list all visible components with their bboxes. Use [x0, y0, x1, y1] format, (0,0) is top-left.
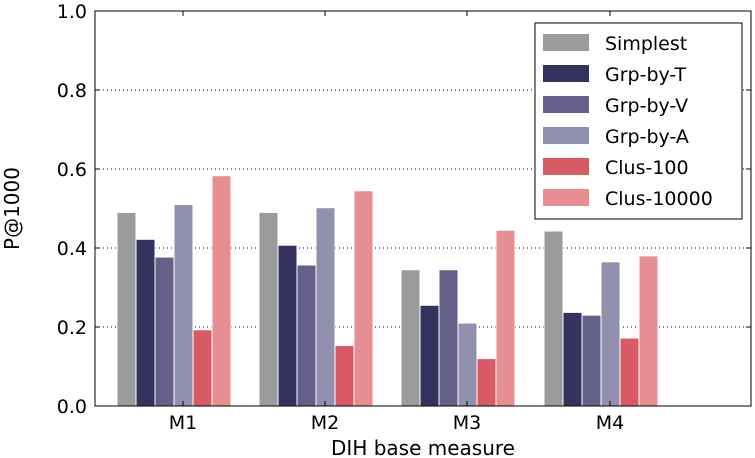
y-tick-label: 0.2	[57, 317, 87, 339]
legend-swatch	[543, 65, 589, 82]
legend-label: Clus-100	[605, 157, 689, 179]
bar-clus-10000-m2	[353, 190, 374, 407]
x-tick-label: M2	[311, 412, 339, 434]
legend-label: Grp-by-V	[605, 95, 688, 117]
plot-frame	[94, 10, 752, 407]
legend-swatch	[543, 189, 589, 206]
legend-box	[534, 22, 743, 220]
bar-grp-by-v-m4	[581, 314, 602, 407]
bar-grp-by-t-m2	[277, 244, 298, 407]
bar-grp-by-a-m4	[600, 261, 621, 407]
bar-clus-100-m4	[619, 337, 640, 407]
bar-clus-10000-m4	[638, 255, 659, 407]
bar-grp-by-t-m1	[135, 238, 156, 407]
y-tick-label: 0.4	[57, 238, 87, 260]
x-tick-label: M4	[596, 412, 624, 434]
bar-clus-100-m3	[476, 358, 497, 407]
legend-swatch	[543, 96, 589, 113]
bar-grp-by-a-m3	[457, 322, 478, 407]
x-tick-label: M3	[453, 412, 481, 434]
bar-clus-10000-m3	[495, 229, 516, 407]
bar-clus-100-m2	[334, 345, 355, 407]
bar-grp-by-v-m1	[154, 256, 175, 407]
legend-swatch	[543, 158, 589, 175]
bar-simplest-m2	[258, 211, 279, 407]
bar-grp-by-t-m4	[562, 311, 583, 407]
legend: Simplest Grp-by-T Grp-by-V Grp-by-A Clus-100…	[534, 22, 743, 220]
y-axis-label: P@1000	[0, 167, 24, 250]
bar-simplest-m3	[400, 269, 421, 407]
legend-label: Grp-by-T	[605, 64, 687, 86]
bar-clus-10000-m1	[211, 175, 232, 407]
y-tick-label: 0.8	[57, 80, 87, 102]
y-tick-label: 0.6	[57, 159, 87, 181]
legend-swatch	[543, 127, 589, 144]
bar-simplest-m1	[116, 211, 137, 407]
bar-grp-by-v-m2	[296, 264, 317, 407]
bar-clus-100-m1	[192, 329, 213, 407]
x-axis: M1 M2 M3 M4	[169, 11, 624, 434]
legend-label: Simplest	[605, 33, 687, 55]
x-axis-label: DIH base measure	[331, 436, 515, 458]
legend-label: Grp-by-A	[605, 126, 689, 148]
y-tick-label: 0.0	[57, 396, 87, 418]
legend-swatch	[543, 34, 589, 51]
x-tick-label: M1	[169, 412, 197, 434]
y-tick-label: 1.0	[57, 1, 87, 23]
bars	[116, 175, 659, 407]
bar-grp-by-t-m3	[419, 304, 440, 407]
bar-grp-by-v-m3	[438, 269, 459, 407]
bar-simplest-m4	[543, 230, 564, 407]
bar-grp-by-a-m1	[173, 204, 194, 407]
y-axis: 0.0 0.2 0.4 0.6 0.8 1.0	[57, 1, 751, 418]
legend-label: Clus-10000	[605, 188, 713, 210]
bar-grp-by-a-m2	[315, 207, 336, 407]
